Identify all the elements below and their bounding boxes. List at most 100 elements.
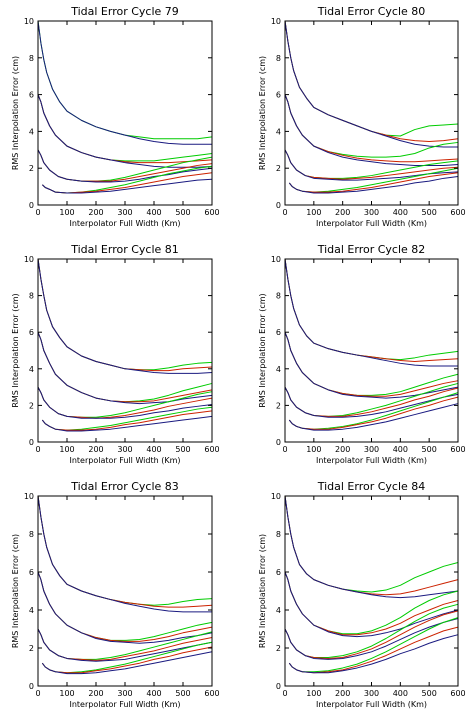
y-tick-label: 6 <box>29 91 34 100</box>
x-tick-label: 500 <box>422 208 437 217</box>
y-tick-label: 4 <box>29 365 34 374</box>
x-tick-label: 400 <box>393 445 408 454</box>
y-tick-label: 8 <box>29 292 34 301</box>
x-tick-label: 500 <box>175 689 190 698</box>
x-tick-label: 600 <box>204 445 219 454</box>
chart-title: Tidal Error Cycle 84 <box>317 480 426 493</box>
y-tick-label: 0 <box>29 438 34 447</box>
y-tick-label: 10 <box>271 17 281 26</box>
x-tick-label: 0 <box>282 445 287 454</box>
x-tick-label: 300 <box>117 208 132 217</box>
x-tick-label: 300 <box>117 445 132 454</box>
chart-panel-6: Tidal Error Cycle 84 0 100 200 300 400 500 600 0… <box>258 480 466 709</box>
x-tick-label: 200 <box>335 689 350 698</box>
chart-title: Tidal Error Cycle 81 <box>70 243 179 256</box>
y-tick-label: 8 <box>29 54 34 63</box>
y-tick-label: 6 <box>276 568 281 577</box>
series-line-12 <box>288 403 459 431</box>
series-line-12 <box>41 651 213 675</box>
series-line-9 <box>37 386 213 419</box>
y-axis-label: RMS Interpolation Error (cm) <box>258 56 267 170</box>
series-line-3 <box>284 20 458 148</box>
chart-panel-1: Tidal Error Cycle 79 0 100 200 300 400 500 600 0… <box>11 5 220 228</box>
y-tick-label: 8 <box>276 292 281 301</box>
x-tick-label: 400 <box>146 208 161 217</box>
x-tick-label: 200 <box>88 208 103 217</box>
chart-panel-5: Tidal Error Cycle 83 0 100 200 300 400 500 600 0… <box>11 480 220 709</box>
x-tick-label: 600 <box>204 208 219 217</box>
x-tick-label: 200 <box>335 208 350 217</box>
x-tick-label: 600 <box>204 689 219 698</box>
y-tick-label: 4 <box>29 127 34 136</box>
y-tick-label: 4 <box>29 606 34 615</box>
x-tick-label: 0 <box>282 208 287 217</box>
x-axis-label: Interpolator Full Width (Km) <box>316 219 427 228</box>
x-axis-label: Interpolator Full Width (Km) <box>69 219 180 228</box>
x-axis-label: Interpolator Full Width (Km) <box>316 456 427 465</box>
chart-title: Tidal Error Cycle 79 <box>70 5 179 18</box>
y-tick-label: 2 <box>29 644 34 653</box>
y-tick-label: 2 <box>276 644 281 653</box>
y-tick-label: 6 <box>29 328 34 337</box>
y-tick-label: 0 <box>276 201 281 210</box>
y-axis-label: RMS Interpolation Error (cm) <box>11 534 20 648</box>
chart-title: Tidal Error Cycle 82 <box>317 243 426 256</box>
x-tick-label: 100 <box>59 689 74 698</box>
y-axis-label: RMS Interpolation Error (cm) <box>258 534 267 648</box>
x-tick-label: 100 <box>59 445 74 454</box>
series-line-6 <box>37 571 213 644</box>
y-tick-label: 2 <box>29 164 34 173</box>
y-tick-label: 2 <box>276 164 281 173</box>
x-tick-label: 500 <box>422 689 437 698</box>
series-line-5 <box>37 94 213 168</box>
x-axis-label: Interpolator Full Width (Km) <box>69 456 180 465</box>
y-tick-label: 4 <box>276 365 281 374</box>
x-tick-label: 300 <box>364 445 379 454</box>
x-tick-label: 300 <box>117 689 132 698</box>
x-tick-label: 600 <box>450 445 465 454</box>
x-tick-label: 300 <box>364 208 379 217</box>
series-line-12 <box>288 175 459 194</box>
y-tick-label: 10 <box>24 255 34 264</box>
y-tick-label: 8 <box>276 530 281 539</box>
x-tick-label: 600 <box>450 208 465 217</box>
chart-panel-2: Tidal Error Cycle 80 0 100 200 300 400 500 600 0… <box>258 5 466 228</box>
x-tick-label: 500 <box>422 445 437 454</box>
x-tick-label: 400 <box>393 689 408 698</box>
x-tick-label: 200 <box>88 689 103 698</box>
series-line-12 <box>41 415 213 432</box>
y-tick-label: 0 <box>276 682 281 691</box>
x-tick-label: 0 <box>35 445 40 454</box>
x-tick-label: 400 <box>146 689 161 698</box>
x-tick-label: 400 <box>146 445 161 454</box>
x-tick-label: 500 <box>175 445 190 454</box>
y-tick-label: 2 <box>29 401 34 410</box>
y-tick-label: 0 <box>276 438 281 447</box>
x-tick-label: 100 <box>306 445 321 454</box>
series-line-11 <box>42 178 213 194</box>
x-axis-label: Interpolator Full Width (Km) <box>316 700 427 709</box>
chart-title: Tidal Error Cycle 83 <box>70 480 179 493</box>
series-line-3 <box>37 495 212 613</box>
series-line-9 <box>37 628 213 662</box>
y-axis-label: RMS Interpolation Error (cm) <box>11 56 20 170</box>
x-tick-label: 200 <box>335 445 350 454</box>
y-tick-label: 6 <box>29 568 34 577</box>
series-line-8 <box>37 149 213 183</box>
x-tick-label: 100 <box>306 208 321 217</box>
y-tick-label: 8 <box>29 530 34 539</box>
y-tick-label: 10 <box>24 17 34 26</box>
x-tick-label: 400 <box>393 208 408 217</box>
x-tick-label: 0 <box>35 208 40 217</box>
series-line-2 <box>37 20 212 145</box>
y-tick-label: 4 <box>276 606 281 615</box>
x-tick-label: 300 <box>364 689 379 698</box>
y-tick-label: 10 <box>271 255 281 264</box>
x-tick-label: 500 <box>175 208 190 217</box>
x-tick-label: 600 <box>450 689 465 698</box>
x-tick-label: 0 <box>282 689 287 698</box>
y-tick-label: 10 <box>271 492 281 501</box>
y-axis-label: RMS Interpolation Error (cm) <box>258 293 267 407</box>
